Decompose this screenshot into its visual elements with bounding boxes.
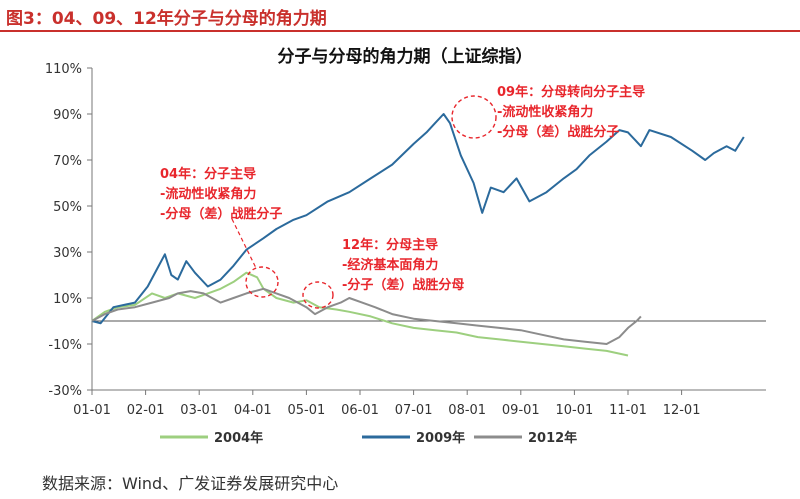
annotation-line: -分母（差）战胜分子: [160, 206, 282, 222]
y-tick-label: -30%: [48, 384, 82, 399]
highlight-circle-0: [245, 266, 279, 298]
legend: 2004年 2009年 2012年: [160, 430, 577, 446]
highlight-circle-2: [451, 95, 497, 139]
y-axis: -30% -10% 10% 30% 50% 70% 90% 110%: [45, 62, 92, 399]
legend-label: 2004年: [214, 430, 263, 446]
annotation-title: 09年：分母转向分子主导: [497, 84, 645, 100]
x-tick-label: 12-01: [663, 403, 701, 418]
annotation-line: -分子（差）战胜分母: [342, 277, 464, 293]
callout-line: [231, 218, 257, 269]
figure-title: 图3：04、09、12年分子与分母的角力期: [6, 9, 327, 29]
annotation-line: -分母（差）战胜分子: [497, 124, 619, 140]
x-tick-label: 08-01: [448, 403, 486, 418]
x-tick-label: 06-01: [341, 403, 379, 418]
series-line-1: [91, 113, 745, 325]
annotations: 04年：分子主导 -流动性收紧角力 -分母（差）战胜分子 12年：分母主导 -经济基本面…: [160, 84, 645, 293]
x-tick-label: 03-01: [180, 403, 218, 418]
annotation-line: -流动性收紧角力: [160, 186, 256, 202]
source-note: 数据来源：Wind、广发证券发展研究中心: [42, 474, 339, 493]
series-group: [91, 113, 745, 357]
y-tick-label: 110%: [45, 62, 82, 77]
annotation-line: -经济基本面角力: [342, 257, 438, 273]
y-tick-label: 50%: [53, 200, 82, 215]
x-tick-label: 10-01: [556, 403, 594, 418]
x-tick-label: 05-01: [288, 403, 326, 418]
x-tick-label: 02-01: [127, 403, 165, 418]
annotation-title: 04年：分子主导: [160, 166, 256, 182]
x-tick-label: 07-01: [395, 403, 433, 418]
highlight-circle-1: [302, 281, 334, 309]
chart-title: 分子与分母的角力期（上证综指）: [278, 46, 533, 67]
y-tick-label: -10%: [48, 338, 82, 353]
title-rule: [0, 30, 800, 32]
legend-label: 2009年: [416, 430, 465, 446]
x-axis: 01-01 02-01 03-01 04-01 05-01 06-01 07-01 08-01…: [73, 390, 700, 418]
annotation-title: 12年：分母主导: [342, 237, 438, 253]
series-line-2: [91, 287, 642, 345]
y-tick-label: 90%: [53, 108, 82, 123]
x-tick-label: 09-01: [502, 403, 540, 418]
series-line-0: [91, 271, 629, 357]
legend-label: 2012年: [528, 430, 577, 446]
x-tick-label: 01-01: [73, 403, 111, 418]
annotation-line: -流动性收紧角力: [497, 104, 593, 120]
x-tick-label: 11-01: [609, 403, 647, 418]
highlight-circles: [231, 95, 497, 309]
y-tick-label: 70%: [53, 154, 82, 169]
x-tick-label: 04-01: [234, 403, 272, 418]
y-tick-label: 30%: [53, 246, 82, 261]
plot-frame: [91, 68, 766, 391]
y-tick-label: 10%: [53, 292, 82, 307]
